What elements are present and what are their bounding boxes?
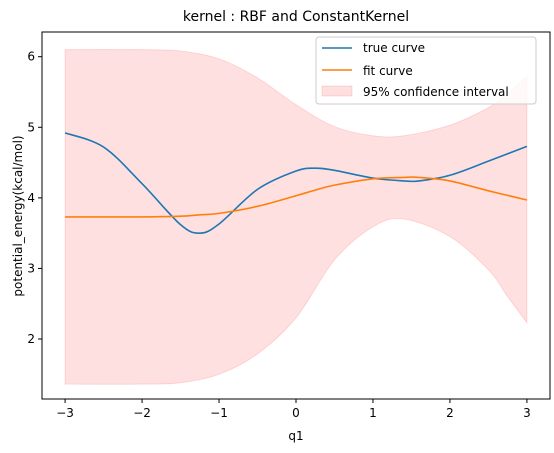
fit-curve-line: [65, 176, 528, 218]
x-tick-label: 0: [292, 406, 300, 420]
y-tick-label: 2: [27, 332, 35, 346]
legend-box: [315, 36, 537, 105]
x-tick-label: −3: [56, 406, 74, 420]
legend-confidence-label: 95% confidence interval: [363, 85, 509, 99]
legend-fit-curve-label: fit curve: [363, 64, 413, 78]
legend-confidence-swatch: [321, 85, 353, 97]
y-tick-label: 6: [27, 50, 35, 64]
y-tick-label: 3: [27, 261, 35, 275]
x-tick-label: 3: [523, 406, 531, 420]
legend: true curve fit curve 95% confidence inte…: [315, 36, 537, 105]
legend-true-curve-label: true curve: [363, 41, 425, 55]
confidence-band: [64, 49, 528, 385]
y-axis-label: potential_energy(kcal/mol): [11, 135, 25, 296]
plot-area: [64, 49, 528, 385]
x-tick-label: 2: [446, 406, 454, 420]
y-tick-label: 5: [27, 120, 35, 134]
chart-title: kernel : RBF and ConstantKernel: [183, 9, 409, 25]
y-tick-label: 4: [27, 191, 35, 205]
x-tick-label: −2: [133, 406, 151, 420]
x-axis-label: q1: [288, 429, 303, 443]
axis-ticks: −3 −2 −1 0 1 2 3 2 3 4 5 6: [27, 50, 530, 420]
x-tick-label: −1: [210, 406, 228, 420]
x-tick-label: 1: [369, 406, 377, 420]
